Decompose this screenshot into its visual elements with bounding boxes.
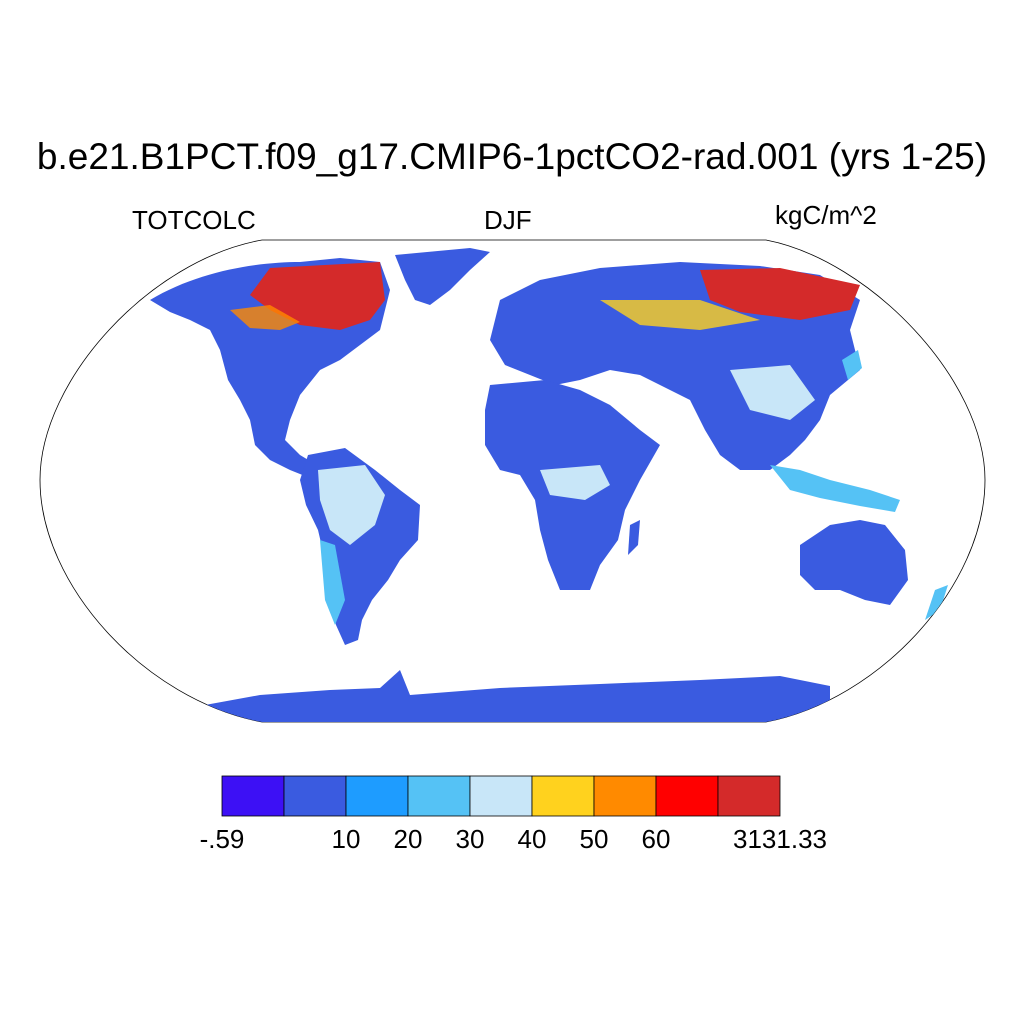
- colorbar-box-6: [593, 775, 657, 817]
- colorbar-label: 60: [641, 824, 671, 854]
- plot-title: b.e21.B1PCT.f09_g17.CMIP6-1pctCO2-rad.00…: [36, 136, 988, 177]
- colorbar-label: 3131.33: [733, 824, 827, 854]
- colorbar-box-7: [655, 775, 719, 817]
- season-label: DJF: [484, 205, 532, 235]
- australia-land: [800, 520, 908, 605]
- colorbar-box-0: [221, 775, 285, 817]
- indonesia-land: [770, 465, 900, 512]
- colorbar-label: 30: [455, 824, 485, 854]
- amazon-light: [318, 465, 385, 545]
- colorbar-box-8: [717, 775, 781, 817]
- colorbar-label: -.59: [199, 824, 245, 854]
- colorbar-box-1: [283, 775, 347, 817]
- japan-land: [842, 350, 862, 380]
- boreal-siberia-orange: [600, 300, 760, 330]
- new-zealand-land: [925, 585, 948, 620]
- colorbar-box-2: [345, 775, 409, 817]
- madagascar-land: [628, 520, 640, 555]
- greenland-land: [395, 248, 490, 305]
- colorbar-label: 10: [331, 824, 361, 854]
- se-asia-light: [730, 365, 815, 420]
- antarctica-land: [200, 670, 830, 722]
- colorbar-box-3: [407, 775, 471, 817]
- colorbar-box-5: [531, 775, 595, 817]
- boreal-canada-orange: [230, 305, 300, 330]
- colorbar-label: 40: [517, 824, 547, 854]
- boreal-siberia-high: [700, 268, 860, 320]
- colorbar-box-4: [469, 775, 533, 817]
- andes-light: [320, 540, 345, 625]
- colorbar-label: 20: [393, 824, 423, 854]
- colorbar: [221, 775, 781, 817]
- units-label: kgC/m^2: [775, 200, 877, 230]
- colorbar-label: 50: [579, 824, 609, 854]
- variable-label: TOTCOLC: [132, 205, 256, 235]
- central-africa-light: [540, 465, 610, 500]
